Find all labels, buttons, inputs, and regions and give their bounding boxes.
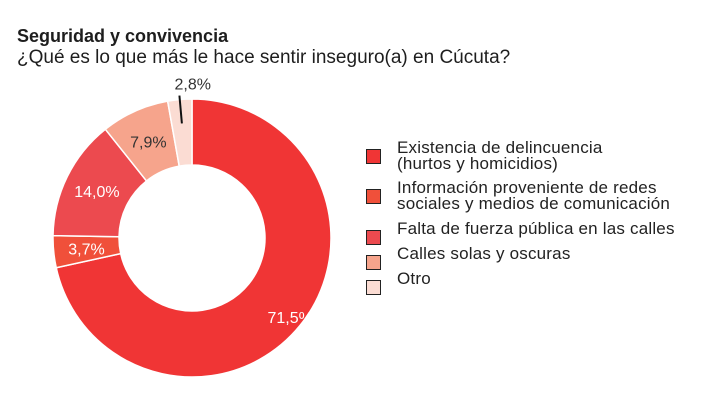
data-label-calles-solas-y-oscuras: 7,9% bbox=[130, 134, 166, 151]
legend-item-existencia-de-delincuencia: Existencia de delincuencia (hurtos y hom… bbox=[366, 138, 716, 173]
donut-chart: 71,5% 3,7% 14,0% 7,9% 2,8% bbox=[52, 77, 332, 378]
legend-swatch bbox=[366, 230, 381, 245]
slice-otro bbox=[166, 98, 193, 167]
data-label-falta-de-fuerza-publica-en-las-calles: 14,0% bbox=[74, 184, 119, 201]
data-label-otro: 2,8% bbox=[174, 77, 210, 94]
chart-title: Seguridad y convivencia bbox=[17, 26, 229, 46]
legend-label: Otro bbox=[397, 269, 431, 288]
legend-swatch bbox=[366, 149, 381, 164]
legend-swatch bbox=[366, 255, 381, 270]
legend-swatch bbox=[366, 189, 381, 204]
legend-label: Falta de fuerza pública en las calles bbox=[397, 219, 675, 238]
data-label-informacion-proveniente-de-redes: 3,7% bbox=[68, 241, 104, 258]
data-label-existencia-de-delincuencia: 71,5% bbox=[267, 310, 312, 327]
legend-label: Calles solas y oscuras bbox=[397, 244, 571, 263]
leader-line bbox=[178, 95, 183, 124]
chart-legend: Existencia de delincuencia (hurtos y hom… bbox=[366, 138, 716, 295]
legend-label: Información proveniente de redes sociale… bbox=[397, 178, 671, 213]
legend-swatch bbox=[366, 280, 381, 295]
legend-item-informacion-proveniente-de-redes: Información proveniente de redes sociale… bbox=[366, 178, 716, 213]
chart-subtitle: ¿Qué es lo que más le hace sentir insegu… bbox=[17, 47, 511, 68]
legend-item-calles-solas-y-oscuras: Calles solas y oscuras bbox=[366, 244, 716, 270]
slice-existencia-de-delincuencia bbox=[55, 98, 332, 378]
legend-label: Existencia de delincuencia (hurtos y hom… bbox=[397, 138, 603, 173]
legend-item-otro: Otro bbox=[366, 269, 716, 295]
legend-item-falta-de-fuerza-publica-en-las-calles: Falta de fuerza pública en las calles bbox=[366, 219, 716, 245]
